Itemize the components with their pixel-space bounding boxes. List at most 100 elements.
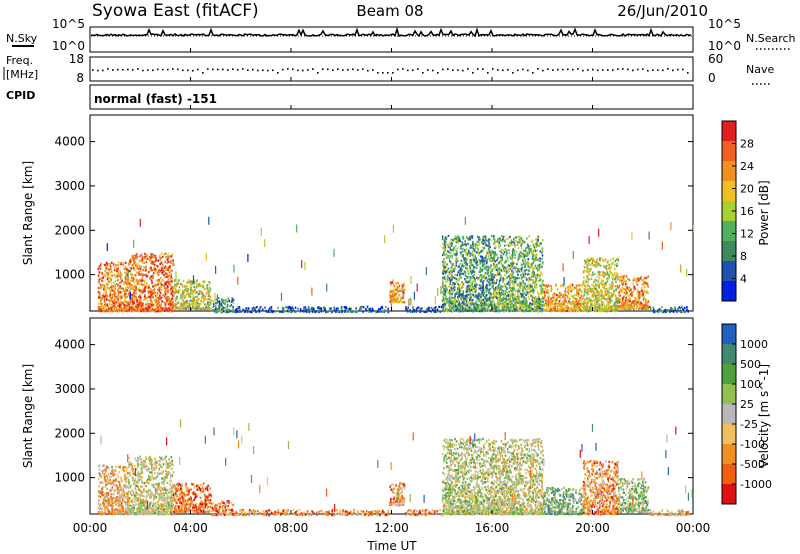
- range-time-cell: [199, 284, 201, 288]
- range-time-cell: [269, 307, 272, 310]
- range-time-cell: [381, 306, 384, 309]
- range-time-cell: [153, 268, 156, 271]
- range-time-cell: [514, 303, 516, 306]
- range-time-cell: [234, 309, 237, 312]
- range-time-cell: [474, 302, 477, 305]
- range-time-cell: [153, 254, 155, 257]
- range-time-cell: [198, 304, 200, 307]
- range-time-cell: [309, 308, 311, 312]
- range-time-cell: [184, 289, 186, 292]
- range-time-cell: [563, 303, 566, 306]
- range-time-cell: [506, 306, 508, 309]
- range-time-cell: [535, 283, 538, 286]
- range-time-cell: [362, 310, 364, 313]
- range-time-cell: [435, 310, 438, 313]
- range-time-cell: [117, 279, 119, 282]
- range-time-cell: [487, 269, 490, 272]
- range-time-cell: [527, 295, 530, 298]
- range-time-cell: [340, 306, 343, 309]
- range-time-cell: [485, 237, 487, 240]
- range-time-cell: [471, 290, 474, 293]
- freq-point: [192, 69, 194, 72]
- range-time-cell: [446, 236, 448, 239]
- range-time-cell: [505, 309, 508, 312]
- range-time-cell: [176, 302, 178, 305]
- range-time-cell: [513, 288, 515, 291]
- range-time-cell: [450, 302, 453, 305]
- range-time-cell: [300, 309, 302, 312]
- range-time-cell: [466, 293, 468, 297]
- range-time-cell: [545, 299, 548, 302]
- range-time-cell: [190, 282, 192, 285]
- range-time-cell: [147, 291, 150, 294]
- range-time-cell: [577, 294, 579, 297]
- range-time-cell: [490, 304, 493, 307]
- range-time-cell: [476, 294, 479, 297]
- range-time-cell: [496, 307, 499, 310]
- range-time-cell: [458, 271, 461, 274]
- range-time-cell: [460, 276, 462, 279]
- range-time-cell: [237, 305, 240, 309]
- range-time-cell: [520, 305, 522, 308]
- range-time-cell: [184, 284, 186, 287]
- freq-point: [532, 72, 534, 74]
- range-time-cell: [479, 301, 482, 304]
- range-time-cell: [177, 301, 179, 304]
- range-time-cell: [412, 306, 414, 309]
- range-time-cell: [150, 267, 152, 270]
- range-time-cell: [110, 290, 113, 293]
- range-time-cell: [516, 276, 519, 280]
- range-time-cell: [469, 259, 472, 262]
- range-time-cell: [392, 301, 394, 304]
- range-time-cell: [221, 310, 223, 313]
- range-time-cell: [488, 278, 491, 281]
- range-time-cell: [469, 270, 472, 273]
- range-time-cell: [142, 274, 144, 277]
- range-time-cell: [482, 298, 485, 301]
- range-time-cell: [106, 298, 108, 301]
- range-time-cell: [489, 253, 492, 256]
- range-time-cell: [141, 261, 144, 264]
- range-time-cell: [147, 308, 149, 311]
- freq-point: [252, 68, 254, 71]
- range-time-cell: [111, 261, 113, 264]
- range-time-cell: [174, 287, 177, 290]
- range-time-cell: [504, 302, 506, 305]
- range-time-cell: [456, 309, 459, 313]
- range-time-cell: [129, 285, 131, 288]
- range-time-cell: [107, 273, 109, 276]
- range-time-cell: [487, 265, 489, 268]
- range-time-cell: [520, 301, 522, 304]
- range-time-cell: [123, 307, 125, 310]
- range-time-cell: [113, 263, 115, 266]
- range-time-cell: [148, 284, 150, 287]
- freq-point: [272, 69, 274, 72]
- range-time-cell: [387, 311, 390, 314]
- freq-point: [517, 69, 519, 72]
- range-time-cell: [130, 309, 132, 312]
- range-time-cell: [456, 308, 458, 311]
- range-time-cell: [512, 262, 514, 265]
- range-time-cell: [507, 294, 510, 297]
- range-time-cell: [523, 262, 525, 265]
- range-time-cell: [481, 269, 484, 272]
- range-time-cell: [524, 302, 527, 305]
- range-time-cell: [160, 282, 162, 285]
- range-time-cell: [153, 264, 156, 267]
- range-time-cell: [335, 310, 337, 314]
- range-time-cell: [165, 267, 167, 270]
- range-time-cell: [412, 307, 414, 310]
- range-time-cell: [158, 299, 160, 303]
- range-time-cell: [117, 296, 119, 299]
- range-time-cell: [345, 307, 348, 310]
- range-time-cell: [482, 307, 485, 311]
- range-time-cell: [540, 271, 542, 274]
- range-time-cell: [477, 278, 479, 281]
- range-time-cell: [493, 290, 496, 293]
- range-time-cell: [560, 297, 562, 300]
- range-time-cell: [503, 278, 505, 281]
- freq-point: [332, 69, 334, 71]
- range-time-cell: [350, 307, 352, 310]
- range-time-cell: [479, 266, 482, 269]
- range-time-cell: [448, 277, 451, 280]
